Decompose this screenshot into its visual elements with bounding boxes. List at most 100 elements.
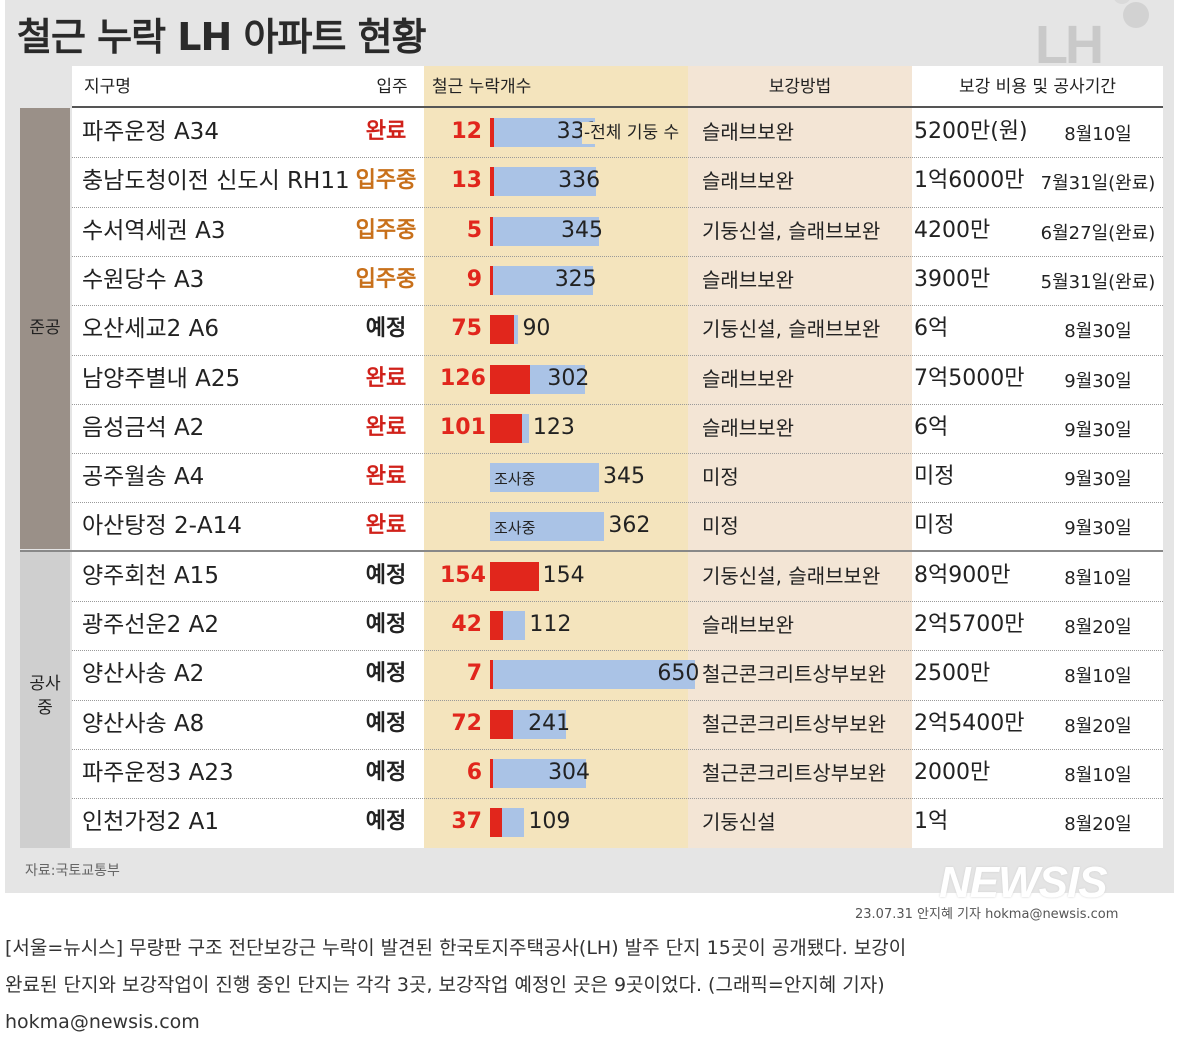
row-divider: [72, 255, 1163, 257]
status-badge: 입주중: [355, 266, 417, 292]
status-badge: 입주중: [355, 217, 417, 243]
repair-cost: 3900만: [914, 266, 991, 292]
row-divider: [72, 699, 1163, 701]
district-name: 남양주별내 A25: [82, 365, 241, 392]
status-badge: 완료: [365, 414, 407, 440]
lh-logo: LH: [1035, 15, 1104, 75]
construction-period: 8월20일: [1064, 814, 1132, 836]
total-bar: [490, 758, 587, 788]
leaked-count: 13: [451, 168, 482, 194]
status-badge: 완료: [365, 365, 407, 391]
row-divider: [72, 206, 1163, 208]
status-badge: 완료: [365, 119, 407, 144]
group-label-completed: 준공: [29, 318, 61, 338]
total-count: 362: [608, 513, 651, 539]
header-district: 지구명: [84, 77, 131, 97]
leaked-count: 101: [440, 414, 486, 440]
total-count: 123: [532, 414, 575, 440]
status-badge: 예정: [365, 661, 407, 687]
construction-period: 6월27일(완료): [1040, 222, 1156, 244]
total-bar: [490, 512, 605, 542]
row-divider: [72, 650, 1163, 652]
district-name: 광주선운2 A2: [82, 612, 219, 638]
leak-bar: [490, 315, 514, 345]
construction-period: 9월30일: [1064, 518, 1132, 540]
survey-label: 조사중: [494, 519, 536, 538]
repair-cost: 1억: [914, 809, 949, 835]
repair-method: 기둥신설, 슬래브보완: [702, 317, 881, 342]
row-divider: [72, 502, 1163, 504]
infographic: 철근 누락 LH 아파트 현황 LH 지구명 입주 철근 누락개수 보강방법 보…: [5, 0, 1174, 907]
construction-period: 8월10일: [1064, 666, 1132, 688]
total-count: 304: [548, 759, 591, 785]
repair-cost: 1억6000만: [914, 168, 1025, 194]
leaked-count: 72: [451, 710, 482, 736]
photo-credit: 23.07.31 안지혜 기자 hokma@newsis.com: [855, 907, 1119, 922]
repair-cost: 미정: [914, 464, 955, 490]
status-badge: 예정: [365, 612, 407, 637]
total-count: 109: [528, 809, 571, 835]
total-count: 345: [603, 464, 646, 490]
data-table: 지구명 입주 철근 누락개수 보강방법 보강 비용 및 공사기간 준공 공사 중…: [20, 66, 1163, 848]
district-name: 양산사송 A8: [82, 710, 205, 737]
repair-cost: 2000만: [914, 759, 991, 785]
row-divider: [72, 601, 1163, 602]
leak-bar: [490, 709, 513, 739]
construction-period: 8월30일: [1064, 321, 1132, 343]
total-bar: [490, 167, 597, 197]
district-name: 파주운정 A34: [82, 119, 219, 145]
repair-cost: 5200만(원): [914, 119, 1028, 144]
district-name: 양산사송 A2: [82, 661, 205, 688]
total-count: 112: [529, 612, 572, 637]
leak-bar: [490, 611, 504, 640]
repair-method: 미정: [702, 514, 739, 539]
status-badge: 예정: [365, 710, 407, 736]
leak-bar: [490, 167, 495, 197]
construction-period: 8월20일: [1064, 715, 1132, 737]
leaked-count: 7: [466, 661, 482, 687]
construction-period: 8월10일: [1064, 124, 1132, 145]
district-name: 음성금석 A2: [82, 414, 205, 441]
repair-method: 철근콘크리트상부보완: [702, 662, 886, 687]
source-note: 자료:국토교통부: [25, 863, 120, 879]
leak-bar: [490, 216, 493, 246]
group-label-construction: 공사 중: [29, 674, 61, 718]
repair-cost: 2억5700만: [914, 612, 1025, 637]
repair-cost: 8억900만: [914, 562, 1011, 588]
leaked-count: 6: [466, 759, 482, 785]
row-divider: [72, 305, 1163, 307]
repair-cost: 6억: [914, 316, 949, 342]
total-count: 325: [554, 266, 597, 292]
leaked-count: 9: [466, 266, 482, 292]
repair-method: 철근콘크리트상부보완: [702, 711, 886, 736]
status-badge: 입주중: [355, 168, 417, 194]
group-divider: [20, 550, 1163, 552]
group-bg-completed: [20, 108, 70, 549]
status-badge: 완료: [365, 464, 407, 490]
leak-bar: [490, 413, 522, 443]
caption-line: [서울=뉴시스] 무량판 구조 전단보강근 누락이 발견된 한국토지주택공사(L…: [5, 937, 907, 959]
repair-cost: 6억: [914, 414, 949, 440]
leaked-count: 12: [451, 119, 482, 144]
leak-bar: [490, 118, 494, 147]
construction-period: 8월10일: [1064, 764, 1132, 786]
leaked-count: 154: [440, 562, 486, 588]
repair-cost: 7억5000만: [914, 365, 1025, 391]
repair-method: 슬래브보완: [702, 415, 794, 440]
row-divider: [72, 403, 1163, 405]
leak-bar: [490, 265, 493, 295]
district-name: 수원당수 A3: [82, 266, 205, 293]
total-count: 90: [522, 316, 551, 342]
repair-cost: 2500만: [914, 661, 991, 687]
leaked-count: 126: [440, 365, 486, 391]
construction-period: 7월31일(완료): [1040, 173, 1156, 195]
repair-method: 기둥신설: [702, 810, 776, 835]
construction-period: 8월20일: [1064, 617, 1132, 638]
caption-email-link[interactable]: hokma@newsis.com: [5, 1011, 200, 1033]
construction-period: 9월30일: [1064, 419, 1132, 441]
header-method: 보강방법: [768, 77, 832, 97]
repair-method: 기둥신설, 슬래브보완: [702, 218, 881, 243]
leak-bar: [490, 758, 493, 788]
status-badge: 예정: [365, 562, 407, 588]
district-name: 아산탕정 2-A14: [82, 513, 242, 540]
